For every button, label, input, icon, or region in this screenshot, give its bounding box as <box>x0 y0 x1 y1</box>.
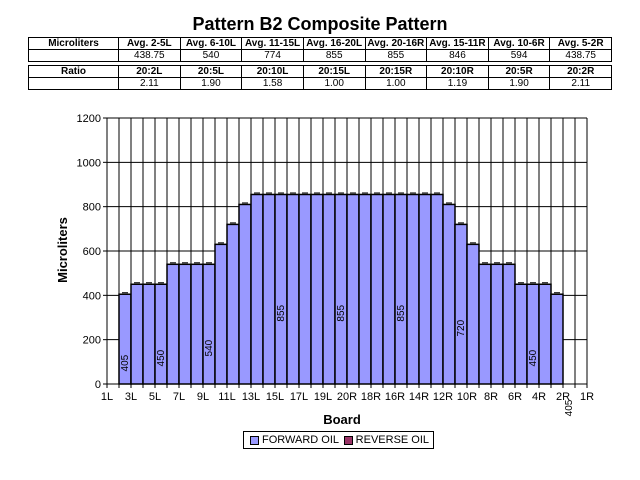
data-label: 405 <box>120 354 131 371</box>
bar-forward-oil <box>502 263 516 385</box>
bar-forward-oil <box>466 243 480 385</box>
x-tick-label: 1L <box>101 391 113 403</box>
data-label: 855 <box>336 304 347 321</box>
x-tick-label: 13L <box>242 391 260 403</box>
bar-forward-oil <box>334 193 348 385</box>
bar-chart: 0 200 400 600 800 1000 1200 1L 3L 5L 7L 9L 11L 13L 15… <box>55 113 594 427</box>
x-tick-label: 16R <box>385 391 405 403</box>
bar-forward-oil <box>526 283 540 385</box>
legend-label-reverse: REVERSE OIL <box>355 434 430 446</box>
y-axis-title: Microliters <box>55 217 70 283</box>
bar-forward-oil <box>394 193 408 385</box>
legend-swatch-reverse <box>343 435 353 445</box>
y-tick-labels: 0 200 400 600 800 1000 1200 <box>77 113 101 391</box>
y-tick-label: 600 <box>83 246 101 258</box>
data-label: 450 <box>528 349 539 366</box>
data-label: 855 <box>396 304 407 321</box>
bar-forward-oil <box>274 193 288 385</box>
bar-forward-oil <box>238 203 252 385</box>
bar-forward-oil <box>322 193 336 385</box>
x-tick-label: 6R <box>508 391 522 403</box>
bar-forward-oil <box>430 193 444 385</box>
x-tick-labels: 1L 3L 5L 7L 9L 11L 13L 15L 17L 19L 20R 18R 16R 14R 12R… <box>101 384 594 403</box>
table-cell: 2.11 <box>549 77 612 90</box>
data-label: 450 <box>156 349 167 366</box>
bar-forward-oil <box>226 223 240 385</box>
bar-forward-oil <box>370 193 384 385</box>
chart-title: Pattern B2 Composite Pattern <box>192 14 448 34</box>
x-tick-label: 9L <box>197 391 209 403</box>
x-tick-label: 5L <box>149 391 161 403</box>
table-row-label <box>28 77 119 90</box>
x-tick-label: 15L <box>266 391 284 403</box>
data-label: 720 <box>456 319 467 336</box>
y-tick-label: 1200 <box>77 113 101 125</box>
bar-forward-oil <box>178 263 192 385</box>
y-tick-label: 1000 <box>77 157 101 169</box>
bar-forward-oil <box>382 193 396 385</box>
bar-forward-oil <box>202 263 216 385</box>
bar-forward-oil <box>130 283 144 385</box>
y-tick-label: 200 <box>83 335 101 347</box>
legend: FORWARD OIL REVERSE OIL <box>243 431 435 449</box>
bar-forward-oil <box>490 263 504 385</box>
bar-forward-oil <box>250 193 264 385</box>
legend-swatch-forward <box>250 435 259 445</box>
x-tick-label: 3L <box>125 391 137 403</box>
bar-forward-oil <box>418 193 432 385</box>
x-tick-label: 4R <box>532 391 546 403</box>
bar-forward-oil <box>406 193 420 385</box>
data-labels: 405 450 540 855 855 855 720 450 405 <box>120 304 575 416</box>
bar-forward-oil <box>142 283 156 385</box>
table-cell: 1.00 <box>302 77 366 90</box>
bar-forward-oil <box>538 283 552 385</box>
x-tick-label: 18R <box>361 391 381 403</box>
bar-forward-oil <box>478 263 492 385</box>
data-label: 855 <box>276 304 287 321</box>
y-tick-label: 0 <box>95 379 101 391</box>
x-tick-label: 1R <box>580 391 594 403</box>
bar-forward-oil <box>298 193 312 385</box>
bar-forward-oil <box>310 193 324 385</box>
x-tick-label: 10R <box>457 391 477 403</box>
x-tick-label: 2R <box>556 391 570 403</box>
x-tick-label: 8R <box>484 391 498 403</box>
bar-forward-oil <box>166 263 180 385</box>
x-tick-label: 14R <box>409 391 429 403</box>
x-tick-label: 7L <box>173 391 185 403</box>
bar-forward-oil <box>190 263 204 385</box>
x-tick-label: 17L <box>290 391 308 403</box>
bar-forward-oil <box>550 293 564 385</box>
bar-forward-oil <box>454 223 468 385</box>
bar-forward-oil <box>358 193 372 385</box>
summary-table: Microliters Avg. 2-5L Avg. 6-10L Avg. 11-15… <box>28 37 612 90</box>
x-tick-label: 19L <box>314 391 332 403</box>
table-cell: 1.19 <box>426 77 489 90</box>
legend-label-forward: FORWARD OIL <box>262 434 339 446</box>
bar-forward-oil <box>154 283 168 385</box>
table-cell: 2.11 <box>118 77 181 90</box>
bar-forward-oil <box>286 193 300 385</box>
x-tick-label: 11L <box>218 391 236 403</box>
table-row: 2.11 1.90 1.58 1.00 1.00 1.19 1.90 2.11 <box>28 77 612 90</box>
x-axis-title: Board <box>323 412 361 427</box>
bar-forward-oil <box>514 283 528 385</box>
bar-forward-oil <box>442 203 456 385</box>
x-tick-label: 20R <box>337 391 357 403</box>
data-label: 540 <box>204 339 215 356</box>
y-tick-label: 400 <box>83 290 101 302</box>
x-tick-label: 12R <box>433 391 453 403</box>
bar-forward-oil <box>346 193 360 385</box>
bar-forward-oil <box>214 243 228 385</box>
bar-forward-oil <box>262 193 276 385</box>
data-label: 405 <box>564 399 575 416</box>
y-tick-label: 800 <box>83 202 101 214</box>
